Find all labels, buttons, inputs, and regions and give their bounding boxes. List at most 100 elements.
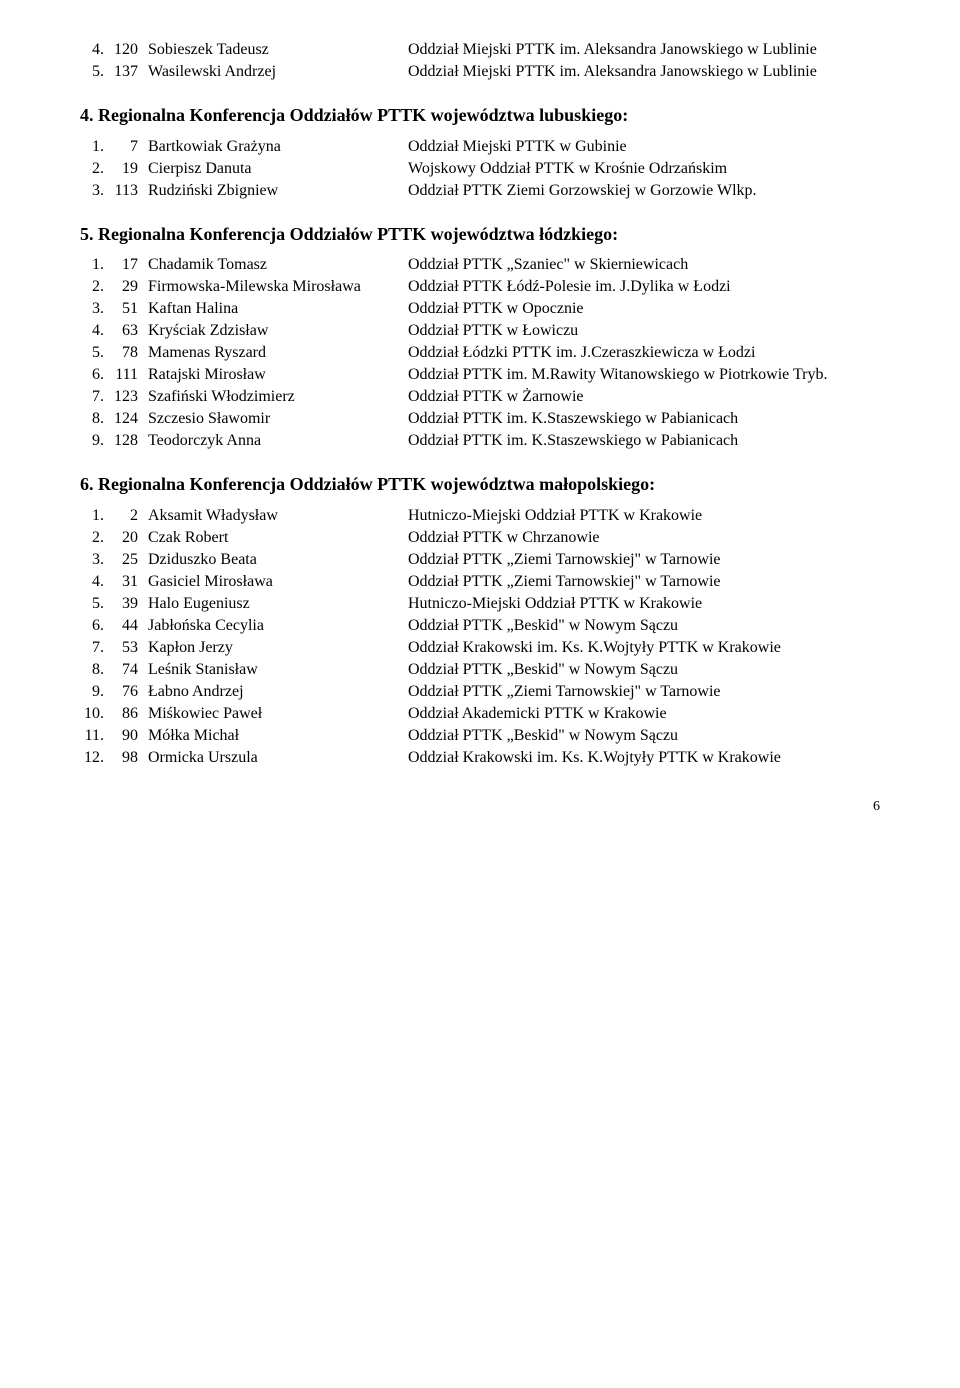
entry-organization: Oddział PTTK im. M.Rawity Witanowskiego … <box>408 365 880 385</box>
entry-organization: Oddział Łódzki PTTK im. J.Czeraszkiewicz… <box>408 343 880 363</box>
entry-person-name: Miśkowiec Paweł <box>148 704 408 724</box>
entry-number: 7. <box>80 387 112 407</box>
table-row: 11.90Mółka MichałOddział PTTK „Beskid" w… <box>80 726 880 746</box>
entry-person-name: Łabno Andrzej <box>148 682 408 702</box>
entry-organization: Oddział Miejski PTTK w Gubinie <box>408 137 880 157</box>
entry-person-name: Mamenas Ryszard <box>148 343 408 363</box>
table-row: 9.76Łabno AndrzejOddział PTTK „Ziemi Tar… <box>80 682 880 702</box>
table-row: 2.19Cierpisz DanutaWojskowy Oddział PTTK… <box>80 159 880 179</box>
entry-person-name: Wasilewski Andrzej <box>148 62 408 82</box>
entry-number: 1. <box>80 137 112 157</box>
entry-number: 11. <box>80 726 112 746</box>
table-row: 4.120Sobieszek TadeuszOddział Miejski PT… <box>80 40 880 60</box>
entry-id: 123 <box>112 387 148 407</box>
table-row: 7.53Kapłon JerzyOddział Krakowski im. Ks… <box>80 638 880 658</box>
entry-number: 1. <box>80 506 112 526</box>
table-row: 8.124Szczesio SławomirOddział PTTK im. K… <box>80 409 880 429</box>
entry-number: 2. <box>80 159 112 179</box>
entry-id: 113 <box>112 181 148 201</box>
entry-number: 2. <box>80 528 112 548</box>
entry-person-name: Dziduszko Beata <box>148 550 408 570</box>
entry-number: 7. <box>80 638 112 658</box>
table-row: 10.86Miśkowiec PawełOddział Akademicki P… <box>80 704 880 724</box>
entry-id: 17 <box>112 255 148 275</box>
entry-organization: Oddział PTTK im. K.Staszewskiego w Pabia… <box>408 431 880 451</box>
entry-organization: Oddział PTTK „Szaniec" w Skierniewicach <box>408 255 880 275</box>
entry-person-name: Bartkowiak Grażyna <box>148 137 408 157</box>
entry-person-name: Kryściak Zdzisław <box>148 321 408 341</box>
table-row: 1.7Bartkowiak GrażynaOddział Miejski PTT… <box>80 137 880 157</box>
entry-id: 7 <box>112 137 148 157</box>
entry-person-name: Firmowska-Milewska Mirosława <box>148 277 408 297</box>
entry-number: 4. <box>80 572 112 592</box>
entry-id: 111 <box>112 365 148 385</box>
entry-organization: Oddział PTTK „Beskid" w Nowym Sączu <box>408 616 880 636</box>
entry-id: 120 <box>112 40 148 60</box>
entry-organization: Oddział Krakowski im. Ks. K.Wojtyły PTTK… <box>408 638 880 658</box>
entry-organization: Oddział PTTK im. K.Staszewskiego w Pabia… <box>408 409 880 429</box>
table-row: 5.137Wasilewski AndrzejOddział Miejski P… <box>80 62 880 82</box>
table-row: 8.74Leśnik StanisławOddział PTTK „Beskid… <box>80 660 880 680</box>
entry-id: 53 <box>112 638 148 658</box>
entry-number: 8. <box>80 409 112 429</box>
table-row: 7.123Szafiński WłodzimierzOddział PTTK w… <box>80 387 880 407</box>
table-row: 3.113Rudziński ZbigniewOddział PTTK Ziem… <box>80 181 880 201</box>
entry-number: 6. <box>80 616 112 636</box>
table-row: 1.17Chadamik TomaszOddział PTTK „Szaniec… <box>80 255 880 275</box>
entry-number: 9. <box>80 682 112 702</box>
entry-organization: Oddział Krakowski im. Ks. K.Wojtyły PTTK… <box>408 748 880 768</box>
entry-number: 9. <box>80 431 112 451</box>
table-row: 1.2Aksamit WładysławHutniczo-Miejski Odd… <box>80 506 880 526</box>
table-row: 4.63Kryściak ZdzisławOddział PTTK w Łowi… <box>80 321 880 341</box>
table-row: 9.128Teodorczyk AnnaOddział PTTK im. K.S… <box>80 431 880 451</box>
entry-organization: Oddział PTTK w Żarnowie <box>408 387 880 407</box>
entry-number: 5. <box>80 62 112 82</box>
entry-id: 124 <box>112 409 148 429</box>
entry-id: 76 <box>112 682 148 702</box>
entry-id: 51 <box>112 299 148 319</box>
entry-person-name: Ratajski Mirosław <box>148 365 408 385</box>
section-6-heading: 6. Regionalna Konferencja Oddziałów PTTK… <box>80 473 880 496</box>
entry-organization: Hutniczo-Miejski Oddział PTTK w Krakowie <box>408 506 880 526</box>
table-row: 3.51Kaftan HalinaOddział PTTK w Opocznie <box>80 299 880 319</box>
table-row: 3.25Dziduszko BeataOddział PTTK „Ziemi T… <box>80 550 880 570</box>
top-entries: 4.120Sobieszek TadeuszOddział Miejski PT… <box>80 40 880 82</box>
entry-organization: Oddział PTTK „Ziemi Tarnowskiej" w Tarno… <box>408 682 880 702</box>
entry-id: 39 <box>112 594 148 614</box>
entry-organization: Oddział PTTK Łódź-Polesie im. J.Dylika w… <box>408 277 880 297</box>
entry-person-name: Sobieszek Tadeusz <box>148 40 408 60</box>
entry-person-name: Ormicka Urszula <box>148 748 408 768</box>
entry-organization: Oddział Miejski PTTK im. Aleksandra Jano… <box>408 40 880 60</box>
entry-id: 44 <box>112 616 148 636</box>
entry-id: 29 <box>112 277 148 297</box>
entry-id: 98 <box>112 748 148 768</box>
entry-organization: Oddział PTTK w Łowiczu <box>408 321 880 341</box>
entry-organization: Hutniczo-Miejski Oddział PTTK w Krakowie <box>408 594 880 614</box>
entry-person-name: Chadamik Tomasz <box>148 255 408 275</box>
page-number: 6 <box>80 798 880 816</box>
entry-person-name: Leśnik Stanisław <box>148 660 408 680</box>
entry-organization: Wojskowy Oddział PTTK w Krośnie Odrzańsk… <box>408 159 880 179</box>
entry-number: 1. <box>80 255 112 275</box>
entry-id: 90 <box>112 726 148 746</box>
section-4-entries: 1.7Bartkowiak GrażynaOddział Miejski PTT… <box>80 137 880 201</box>
table-row: 5.39Halo EugeniuszHutniczo-Miejski Oddzi… <box>80 594 880 614</box>
entry-id: 128 <box>112 431 148 451</box>
entry-id: 63 <box>112 321 148 341</box>
entry-person-name: Gasiciel Mirosława <box>148 572 408 592</box>
entry-id: 31 <box>112 572 148 592</box>
entry-person-name: Teodorczyk Anna <box>148 431 408 451</box>
entry-person-name: Rudziński Zbigniew <box>148 181 408 201</box>
entry-id: 25 <box>112 550 148 570</box>
entry-id: 19 <box>112 159 148 179</box>
entry-person-name: Czak Robert <box>148 528 408 548</box>
entry-id: 78 <box>112 343 148 363</box>
entry-organization: Oddział PTTK „Ziemi Tarnowskiej" w Tarno… <box>408 572 880 592</box>
entry-organization: Oddział PTTK „Ziemi Tarnowskiej" w Tarno… <box>408 550 880 570</box>
table-row: 2.20Czak RobertOddział PTTK w Chrzanowie <box>80 528 880 548</box>
table-row: 4.31Gasiciel MirosławaOddział PTTK „Ziem… <box>80 572 880 592</box>
table-row: 12.98Ormicka UrszulaOddział Krakowski im… <box>80 748 880 768</box>
section-5-entries: 1.17Chadamik TomaszOddział PTTK „Szaniec… <box>80 255 880 451</box>
section-6-entries: 1.2Aksamit WładysławHutniczo-Miejski Odd… <box>80 506 880 768</box>
entry-number: 5. <box>80 343 112 363</box>
